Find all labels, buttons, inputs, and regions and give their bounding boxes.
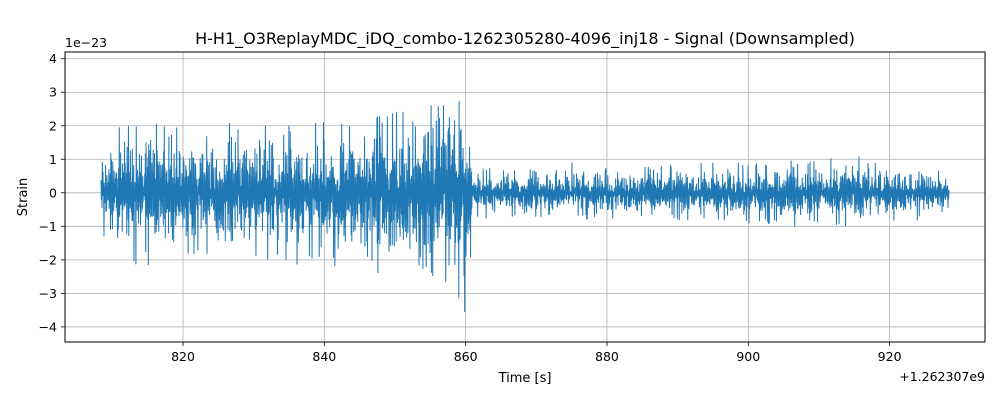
y-tick-label: 2 [49, 118, 57, 133]
y-tick-layer: −4 −3 −2 −1 0 1 2 3 4 [39, 51, 65, 334]
x-tick-label: 820 [171, 349, 195, 364]
x-offset-label: +1.262307e9 [899, 369, 985, 384]
y-tick-label: 4 [49, 51, 57, 66]
signal-series-line [100, 100, 950, 313]
signal-layer [100, 100, 950, 313]
y-tick-label: −2 [39, 252, 57, 267]
chart-title: H-H1_O3ReplayMDC_iDQ_combo-1262305280-40… [195, 29, 855, 49]
y-tick-label: 0 [49, 185, 57, 200]
x-tick-label: 920 [878, 349, 902, 364]
y-tick-label: 3 [49, 85, 57, 100]
x-axis-label: Time [s] [498, 371, 552, 386]
y-tick-label: −3 [39, 286, 57, 301]
y-tick-label: 1 [49, 152, 57, 167]
x-tick-label: 880 [595, 349, 619, 364]
x-tick-label: 840 [312, 349, 336, 364]
x-tick-layer: 820 840 860 880 900 920 [171, 342, 902, 364]
x-tick-label: 860 [454, 349, 478, 364]
y-tick-label: −1 [39, 219, 57, 234]
y-tick-label: −4 [39, 319, 57, 334]
x-tick-label: 900 [736, 349, 760, 364]
y-scale-label: 1e−23 [65, 35, 107, 50]
plot-frame [64, 51, 986, 343]
y-axis-label: Strain [16, 178, 31, 217]
